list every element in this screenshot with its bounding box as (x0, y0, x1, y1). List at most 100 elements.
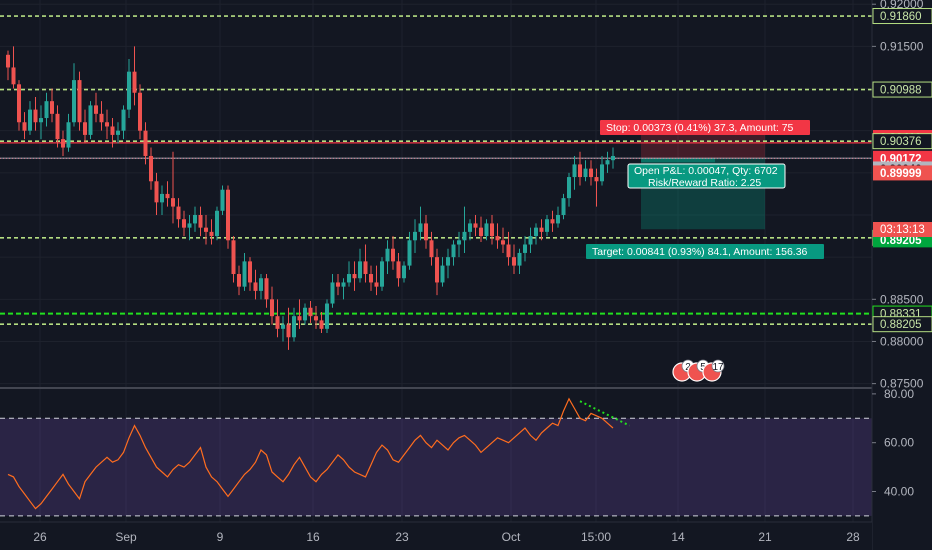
time-tick-label: Oct (502, 530, 521, 544)
time-tick-label: 14 (671, 530, 685, 544)
candle-body (325, 303, 329, 329)
candle-body (6, 54, 10, 68)
candle-body (424, 223, 428, 241)
rsi-band (0, 418, 872, 516)
candle-body (407, 240, 412, 266)
candle-body (242, 261, 247, 287)
price-tag: 0.88205 (872, 316, 932, 333)
price-tag-box (873, 165, 932, 181)
stop-label: Stop: 0.00373 (0.41%) 37.3, Amount: 75 (600, 120, 810, 135)
candle-body (385, 248, 390, 262)
candle-body (138, 92, 142, 131)
candle-body (50, 101, 54, 114)
target-label-box (586, 244, 824, 259)
candle-body (583, 168, 588, 178)
candle-body (341, 282, 346, 287)
candle-body (182, 219, 186, 228)
candle-body (380, 261, 384, 287)
candle-body (572, 164, 577, 178)
candle-body (336, 282, 340, 287)
time-axis[interactable] (0, 522, 872, 550)
candle-body (237, 274, 241, 287)
candle-body (534, 227, 538, 237)
rsi-tick-label: 60.00 (884, 436, 914, 450)
candle-body (479, 227, 483, 237)
chart-grid (0, 0, 872, 522)
price-tag-box (872, 316, 932, 333)
candle-body (457, 240, 461, 245)
candle-body (352, 274, 357, 279)
candle-body (462, 231, 467, 241)
time-tick-label: 28 (846, 530, 860, 544)
economic-events[interactable]: 2 5 17 (672, 359, 725, 382)
candle-body (110, 126, 115, 135)
target-label: Target: 0.00841 (0.93%) 84.1, Amount: 15… (586, 244, 824, 259)
candle-body (605, 160, 610, 165)
price-ticks: 0.92000 0.91500 0.88500 0.88000 0.87500 (872, 0, 924, 391)
candle-body (171, 198, 175, 207)
stop-label-box (600, 120, 810, 135)
candle-body (303, 307, 307, 321)
pane-separator[interactable] (0, 387, 932, 389)
price-tag: 0.91860 (872, 8, 932, 25)
event-count: 17 (712, 362, 724, 373)
candle-body (99, 113, 104, 123)
candle-body (314, 316, 318, 321)
candle-body (330, 282, 335, 304)
candle-body (391, 248, 395, 262)
event-count: 5 (700, 362, 706, 373)
candle-body (226, 189, 230, 241)
candle-body (451, 244, 456, 258)
candle-body (319, 320, 324, 329)
candle-body (297, 316, 302, 321)
candle-body (545, 219, 549, 232)
candle-body (539, 227, 544, 232)
rsi-divergence-line (579, 400, 630, 427)
candle-body (187, 223, 192, 228)
candle-body (33, 109, 38, 123)
pnl-label-text: Open P&L: 0.00047, Qty: 6702 (634, 165, 778, 177)
candle-body (561, 198, 566, 215)
pnl-label: Open P&L: 0.00047, Qty: 6702 Risk/Reward… (627, 163, 786, 189)
price-tick-label: 0.91500 (880, 39, 924, 53)
rsi-tick-label: 80.00 (884, 387, 914, 401)
candle-body (446, 257, 450, 266)
candle-body (473, 223, 478, 228)
price-tag-text: 0.90376 (880, 136, 922, 148)
candle-body (506, 244, 511, 258)
candle-body (105, 122, 109, 127)
candle-body (127, 71, 131, 110)
candle-body (17, 84, 21, 123)
candle-series (6, 46, 615, 350)
candle-body (347, 274, 351, 283)
candle-body (198, 215, 203, 228)
time-tick-label: 16 (306, 530, 320, 544)
time-tick-label: 15:00 (581, 530, 611, 544)
candle-body (165, 193, 170, 199)
price-tag: 0.90376 (872, 133, 932, 150)
time-tick-label: 21 (758, 530, 772, 544)
price-tag-box (872, 81, 932, 98)
candle-body (556, 215, 560, 224)
candle-body (66, 122, 71, 148)
candle-body (160, 193, 164, 203)
candle-body (523, 244, 527, 253)
candle-body (204, 227, 208, 232)
candle-body (275, 316, 280, 329)
price-tags: 0.918600.909880.904190.903760.901720.900… (872, 8, 932, 333)
candle-body (440, 265, 445, 283)
candle-body (501, 240, 505, 245)
price-tag-text: 0.91860 (880, 11, 922, 23)
time-tick-label: 9 (217, 530, 224, 544)
candle-body (600, 164, 604, 182)
price-tick-label: 0.92000 (880, 0, 924, 11)
candle-body (512, 257, 516, 266)
candle-body (435, 257, 439, 283)
candle-body (308, 307, 313, 317)
rsi-ticks: 80.00 60.00 40.00 (872, 387, 914, 498)
candle-body (270, 299, 274, 317)
candle-body (215, 210, 219, 237)
event-marker[interactable]: 17 (702, 359, 725, 382)
event-count-badge (711, 359, 725, 373)
